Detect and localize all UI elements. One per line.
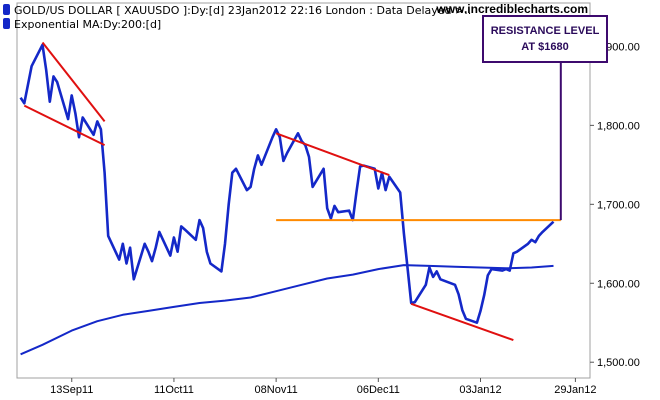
- annotation-box: [482, 15, 608, 63]
- price-series-line: [19, 43, 555, 325]
- x-tick-label: 29Jan12: [554, 384, 596, 396]
- trend-line: [410, 302, 514, 342]
- x-tick-label: 13Sep11: [50, 384, 93, 396]
- annotation-text: RESISTANCE LEVEL: [491, 25, 600, 37]
- legend-swatch: [3, 4, 10, 15]
- x-tick-label: 03Jan12: [459, 384, 501, 396]
- x-tick-label: 11Oct11: [154, 384, 194, 396]
- y-tick-label: 1,700.00: [597, 199, 640, 211]
- x-tick-label: 06Dec11: [357, 384, 400, 396]
- y-tick-label: 1,800.00: [597, 120, 640, 132]
- trend-line: [41, 41, 106, 123]
- y-tick-label: 1,500.00: [597, 357, 640, 369]
- ema-series-line: [20, 264, 554, 356]
- trend-line: [23, 104, 106, 147]
- x-tick-label: 08Nov11: [255, 384, 298, 396]
- legend-label: GOLD/US DOLLAR [ XAUUSDO ]:Dy:[d] 23Jan2…: [14, 4, 471, 17]
- website-label: www.incrediblecharts.com: [435, 2, 588, 16]
- plot-area: [16, 2, 591, 379]
- legend-label: Exponential MA:Dy:200:[d]: [14, 18, 161, 31]
- y-tick-label: 1,600.00: [597, 278, 640, 290]
- legend-swatch: [3, 18, 10, 29]
- annotation-text: AT $1680: [521, 41, 569, 53]
- trend-line: [275, 132, 390, 177]
